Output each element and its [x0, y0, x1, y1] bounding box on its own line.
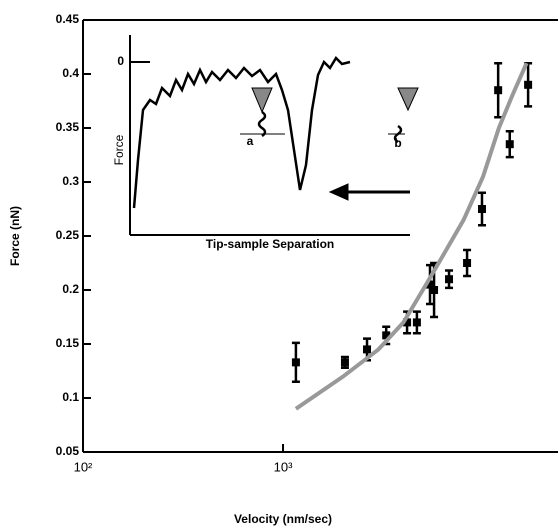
x-tick-label: 10³: [274, 459, 293, 474]
data-point: [430, 286, 439, 294]
data-point: [382, 331, 391, 340]
x-tick-label: 10²: [74, 459, 93, 474]
data-point: [403, 318, 412, 327]
data-point: [494, 86, 503, 95]
data-point: [340, 358, 349, 367]
y-tick-label: 0.45: [56, 12, 80, 26]
molecule: [257, 110, 267, 138]
data-point: [425, 280, 434, 289]
y-axis-title: Force (nN): [8, 206, 22, 266]
y-tick-label: 0.25: [56, 228, 80, 242]
inset-curve: [132, 55, 351, 209]
tip-cone: [251, 87, 273, 114]
y-tick-label: 0.1: [62, 390, 79, 404]
data-point: [505, 140, 514, 149]
inset-label-a: a: [247, 134, 254, 148]
inset-x-label: Tip-sample Separation: [206, 237, 334, 251]
inset-y-label: Force: [112, 134, 126, 165]
data-point: [463, 259, 472, 267]
data-point: [291, 358, 300, 367]
fit-curve: [294, 62, 529, 411]
data-point: [363, 345, 372, 354]
y-tick-label: 0.4: [62, 66, 79, 80]
inset-label-b: b: [394, 136, 401, 150]
y-tick-label: 0.2: [62, 282, 79, 296]
data-point: [445, 275, 454, 284]
y-tick-label: 0.15: [56, 336, 80, 350]
inset-arrowhead: [328, 183, 349, 201]
y-tick-label: 0.35: [56, 120, 80, 134]
y-tick-label: 0.05: [56, 444, 80, 458]
inset: [129, 35, 419, 236]
data-point: [477, 205, 486, 213]
tip-cone: [397, 87, 419, 112]
y-tick-label: 0.3: [62, 174, 79, 188]
data-point: [524, 80, 533, 89]
molecule: [393, 124, 403, 144]
inset-zero: 0: [117, 54, 124, 68]
x-axis-title: Velocity (nm/sec): [234, 512, 332, 526]
data-point: [412, 318, 421, 327]
